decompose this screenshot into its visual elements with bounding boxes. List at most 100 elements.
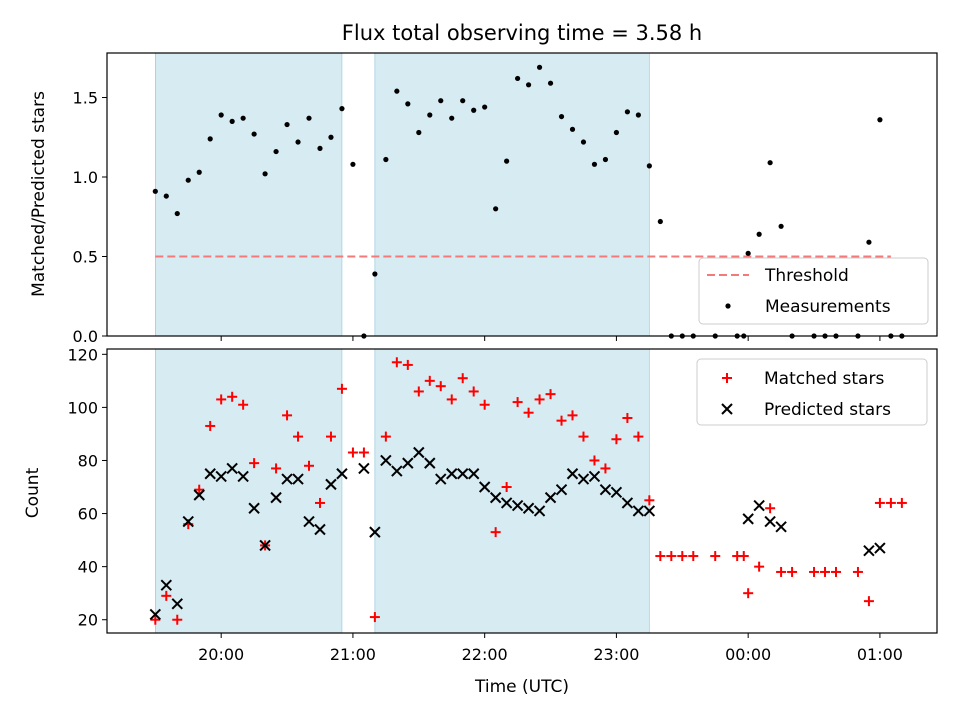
predicted-star-point [544, 491, 557, 504]
predicted-star-point [204, 468, 216, 480]
predicted-star-point [632, 505, 645, 517]
measurement-point [525, 82, 532, 88]
predicted-star-point [402, 457, 414, 469]
predicted-star-point-b [413, 446, 425, 459]
x-tick-label: 20:00 [198, 645, 244, 664]
predicted-star-point-b [182, 515, 194, 528]
matched-star-point [600, 463, 611, 474]
bottom-y-tick-label: 20 [78, 611, 98, 630]
matched-star-point [325, 431, 336, 442]
matched-star-point [304, 460, 315, 471]
matched-star-point [523, 407, 534, 418]
predicted-star-point-b [522, 502, 535, 514]
predicted-star-point-b [874, 542, 886, 554]
measurement-point [558, 113, 565, 120]
chart-title: Flux total observing time = 3.58 h [342, 21, 702, 45]
measurement-point [416, 129, 422, 136]
top-legend: Threshold Measurements [698, 257, 929, 325]
predicted-star-point [292, 473, 304, 485]
measurement-point [547, 80, 554, 86]
measurement-point [778, 223, 784, 229]
predicted-star-point [489, 491, 502, 504]
predicted-star-point-b [489, 491, 502, 504]
matched-star-point [765, 503, 776, 514]
predicted-star-point-b [391, 465, 403, 477]
predicted-star-point-b [281, 473, 293, 485]
predicted-star-point-b [402, 457, 414, 469]
predicted-star-point-b [358, 462, 370, 475]
matched-star-point [347, 447, 358, 458]
matched-star-point [885, 497, 896, 508]
matched-star-point [216, 394, 227, 405]
predicted-star-point [742, 513, 754, 525]
predicted-star-point-b [753, 499, 765, 512]
predicted-star-point-b [467, 468, 480, 480]
predicted-star-point [522, 502, 535, 514]
measurement-point [350, 161, 356, 167]
matched-star-point [830, 566, 841, 577]
x-axis-label: Time (UTC) [474, 677, 569, 697]
matched-star-point [336, 383, 347, 394]
matched-star-point [655, 551, 666, 562]
bottom-y-tick-label: 120 [67, 345, 98, 364]
predicted-star-point-b [511, 499, 524, 512]
measurement-point [493, 206, 499, 212]
predicted-star-point [248, 502, 260, 514]
predicted-star-point-b [775, 521, 787, 533]
bottom-y-tick-label: 80 [78, 451, 98, 470]
measurement-point [185, 177, 191, 183]
predicted-star-point [775, 521, 787, 533]
predicted-star-point-b [270, 491, 282, 504]
matched-star-point [413, 386, 424, 397]
predicted-star-point [588, 470, 601, 483]
bottom-y-tick-label: 100 [67, 398, 98, 417]
predicted-star-point [160, 579, 172, 591]
predicted-star-point-b [742, 513, 754, 525]
measurement-point [218, 112, 224, 118]
measurement-point [866, 239, 872, 245]
predicted-star-point [193, 489, 205, 501]
predicted-star-point-b [226, 462, 238, 475]
measurement-point [295, 139, 301, 145]
measurement-point [624, 109, 630, 115]
predicted-star-point [610, 486, 623, 499]
predicted-star-point-b [610, 486, 623, 499]
x-tick-label: 21:00 [330, 645, 376, 664]
predicted-star-point [215, 470, 227, 483]
predicted-star-point [270, 491, 282, 504]
matched-star-point [358, 447, 369, 458]
predicted-star-point-b [204, 468, 216, 480]
measurement-point [229, 118, 235, 124]
predicted-star-point [325, 478, 337, 491]
matched-star-point [622, 413, 633, 424]
matched-star-point [150, 614, 161, 625]
predicted-star-point-b [764, 515, 776, 528]
matched-star-point [874, 497, 885, 508]
predicted-star-point [533, 505, 546, 517]
predicted-star-point [599, 483, 612, 496]
predicted-star-point [281, 473, 293, 485]
predicted-star-point-b [215, 470, 227, 483]
measurement-point [460, 98, 466, 104]
predicted-star-point-b [259, 539, 271, 552]
measurement-point [646, 163, 652, 169]
measurement-point [471, 107, 477, 113]
predicted-star-point-b [621, 497, 634, 509]
predicted-star-point [555, 483, 568, 496]
legend-measurement-swatch [725, 303, 731, 309]
matched-star-point [754, 561, 765, 572]
matched-star-point [205, 420, 216, 431]
measurement-point [383, 156, 389, 163]
predicted-star-point-b [303, 515, 315, 528]
predicted-star-point-b [544, 491, 557, 504]
predicted-star-point [358, 462, 370, 475]
x-tick-label: 01:00 [857, 645, 903, 664]
x-tick-label: 23:00 [593, 645, 639, 664]
measurement-point [613, 129, 620, 136]
observing-window-top-2 [374, 52, 650, 337]
matched-star-point [578, 431, 589, 442]
matched-star-point [380, 431, 391, 442]
matched-star-point [369, 612, 380, 623]
measurement-point [756, 231, 762, 237]
predicted-star-point-b [533, 505, 546, 517]
